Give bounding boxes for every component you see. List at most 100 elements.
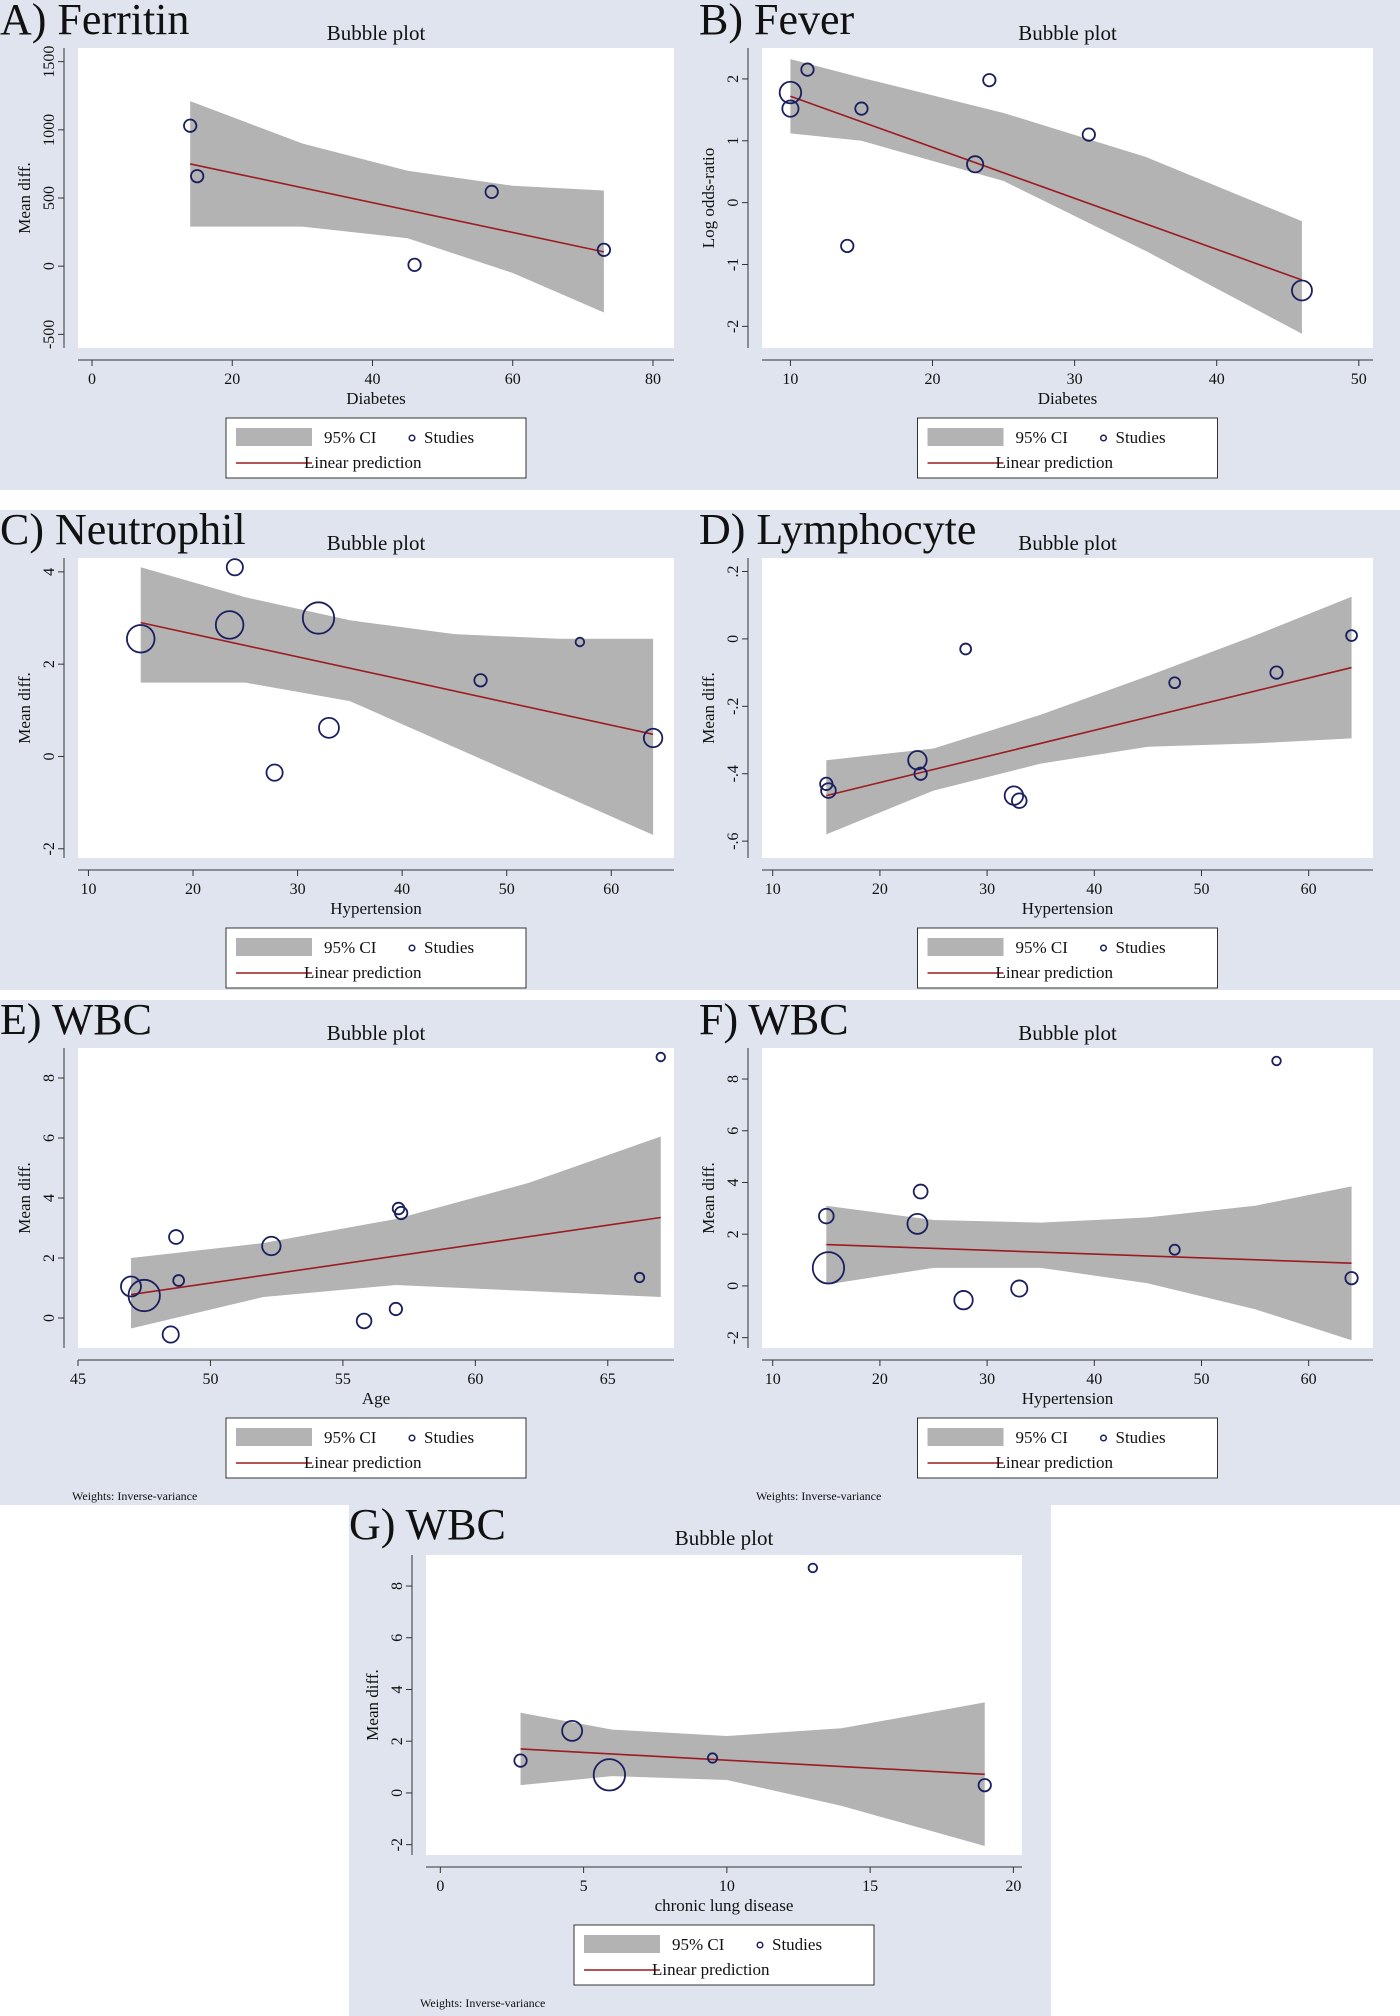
chart-title: Bubble plot <box>1018 531 1117 555</box>
x-tick-label: 30 <box>290 881 306 898</box>
legend-studies-label: Studies <box>1116 428 1166 447</box>
study-point <box>633 1271 646 1284</box>
study-point <box>168 1229 184 1245</box>
study-point <box>225 558 244 577</box>
legend-studies-label: Studies <box>424 938 474 957</box>
ci-band <box>520 1702 985 1846</box>
study-point <box>1291 279 1313 302</box>
chart-svg: F) WBC Bubble plot -2 0 2 4 6 8 10 20 30 40 50 60 Hype… <box>699 1000 1373 1503</box>
fit-line <box>520 1748 985 1776</box>
ci-band <box>140 567 654 835</box>
chart-panel: A) Ferritin Bubble plot -500 0 500 1000 1500 0 2… <box>0 0 699 490</box>
study-point <box>1168 1243 1181 1256</box>
study-point <box>183 118 198 133</box>
weights-note: Weights: Inverse-variance <box>72 489 197 490</box>
ci-band <box>826 1186 1352 1341</box>
study-point <box>706 1752 719 1764</box>
y-axis-title: Log odds-ratio <box>699 148 718 249</box>
study-point <box>190 169 205 184</box>
legend-ci-swatch <box>584 1935 660 1953</box>
study-point <box>596 242 611 257</box>
legend-studies-label: Studies <box>424 1428 474 1447</box>
x-tick-label: 60 <box>603 881 619 898</box>
legend-studies-label: Studies <box>1116 938 1166 957</box>
legend-ci-label: 95% CI <box>1016 428 1069 447</box>
panel-label: C) Neutrophil <box>0 510 246 554</box>
x-tick-label: 40 <box>364 371 380 388</box>
y-tick-label: 0 <box>41 752 58 760</box>
study-point <box>261 1235 282 1257</box>
y-axis-title: Mean diff. <box>15 1162 34 1233</box>
study-point <box>574 636 586 648</box>
legend-studies-marker <box>1099 1434 1108 1442</box>
study-point <box>800 62 815 77</box>
study-point <box>265 763 284 782</box>
chart-panel: F) WBC Bubble plot -2 0 2 4 6 8 10 20 30 40 50 60 Hype… <box>699 1000 1400 1505</box>
y-tick-label: 0 <box>725 1282 742 1290</box>
study-point <box>655 1051 666 1063</box>
y-tick-label: 500 <box>41 186 58 210</box>
y-tick-label: 2 <box>41 1254 58 1262</box>
y-tick-label: -2 <box>725 320 742 333</box>
y-tick-label: 2 <box>389 1737 406 1745</box>
x-tick-label: 50 <box>202 1371 218 1388</box>
chart-title: Bubble plot <box>1018 1021 1117 1045</box>
x-tick-label: 20 <box>925 371 941 388</box>
study-point <box>982 73 997 88</box>
study-point <box>214 610 245 640</box>
y-tick-label: 2 <box>41 660 58 668</box>
x-tick-label: 10 <box>782 371 798 388</box>
y-tick-label: 1500 <box>41 46 58 78</box>
x-tick-label: 20 <box>224 371 240 388</box>
x-axis-title: Hypertension <box>1022 1389 1114 1408</box>
x-tick-label: 20 <box>872 1371 888 1388</box>
legend-studies-marker <box>408 944 416 952</box>
x-tick-label: 60 <box>505 371 521 388</box>
y-tick-label: -2 <box>725 1331 742 1344</box>
study-point <box>959 642 973 656</box>
x-tick-label: 80 <box>645 371 661 388</box>
y-tick-label: 0 <box>725 199 742 207</box>
x-tick-label: 0 <box>436 1878 444 1895</box>
x-tick-label: 15 <box>862 1878 878 1895</box>
y-tick-label: 6 <box>725 1127 742 1135</box>
chart-svg: E) WBC Bubble plot 0 2 4 6 8 45 50 55 60 65 Age Mean … <box>0 1000 674 1503</box>
y-tick-label: -.2 <box>725 698 742 715</box>
y-axis-title: Mean diff. <box>363 1669 382 1740</box>
y-tick-label: 0 <box>41 1314 58 1322</box>
legend-ci-label: 95% CI <box>1016 938 1069 957</box>
legend-ci-swatch <box>236 938 312 956</box>
legend-ci-swatch <box>927 1428 1004 1446</box>
chart-panel: B) Fever Bubble plot -2 -1 0 1 2 10 20 30 40 50 Diab… <box>699 0 1400 490</box>
x-tick-label: 20 <box>185 881 201 898</box>
legend-line-label: Linear prediction <box>652 1960 770 1979</box>
y-axis-title: Mean diff. <box>15 162 34 233</box>
study-point <box>394 1205 409 1221</box>
x-tick-label: 50 <box>499 881 515 898</box>
y-tick-label: -.6 <box>725 832 742 849</box>
y-tick-label: 6 <box>41 1134 58 1142</box>
chart-panel: C) Neutrophil Bubble plot -2 0 2 4 10 20 30 40 50 6… <box>0 510 699 990</box>
legend-line-label: Linear prediction <box>996 963 1114 982</box>
legend-ci-swatch <box>236 428 312 446</box>
legend-studies-marker <box>408 1434 416 1442</box>
x-tick-label: 30 <box>979 881 995 898</box>
legend-studies-marker <box>756 1941 764 1949</box>
study-point <box>473 673 488 688</box>
x-tick-label: 30 <box>1067 371 1083 388</box>
study-point <box>913 766 928 781</box>
legend-ci-swatch <box>236 1428 312 1446</box>
legend-ci-label: 95% CI <box>324 1428 377 1447</box>
x-axis-title: Hypertension <box>330 899 422 918</box>
panel-label: D) Lymphocyte <box>699 510 976 554</box>
legend-studies-label: Studies <box>1116 1428 1166 1447</box>
study-point <box>120 1275 142 1298</box>
x-tick-label: 10 <box>80 881 96 898</box>
chart-title: Bubble plot <box>327 531 426 555</box>
y-tick-label: -2 <box>41 842 58 855</box>
weights-note: Weights: Inverse-variance <box>756 1489 881 1503</box>
panel-label: E) WBC <box>0 1000 152 1044</box>
study-point <box>126 624 156 654</box>
x-tick-label: 50 <box>1351 371 1367 388</box>
study-point <box>592 1758 626 1792</box>
